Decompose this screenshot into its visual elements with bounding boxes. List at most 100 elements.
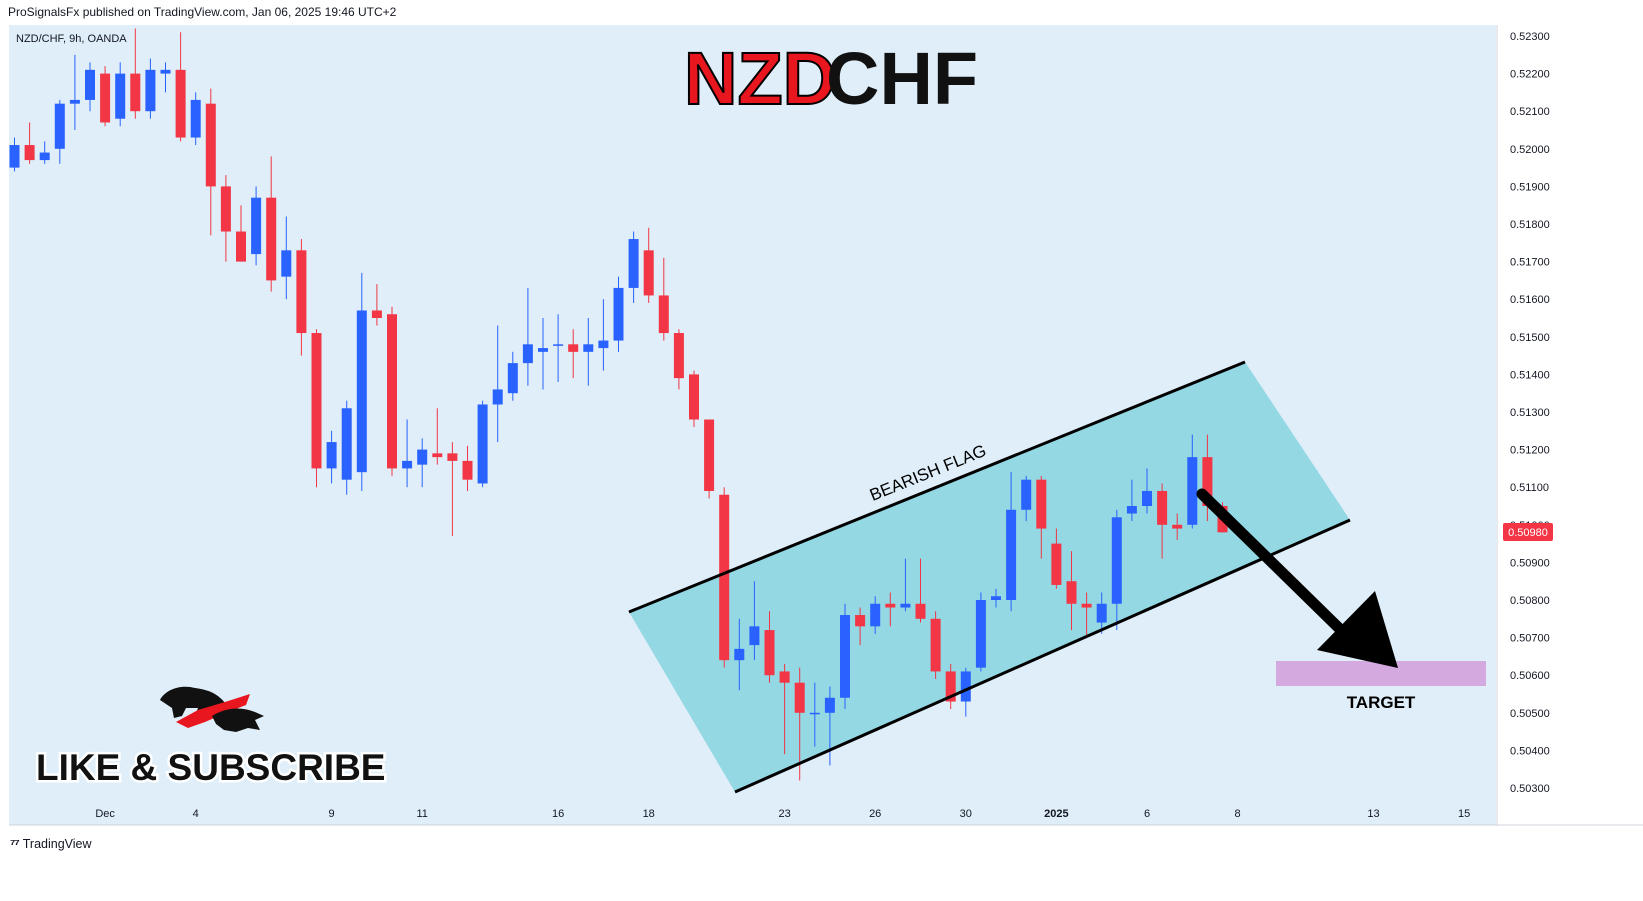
- time-tick-label: 23: [778, 808, 790, 820]
- time-tick-label: Dec: [95, 808, 115, 820]
- candle-body: [160, 69, 171, 74]
- candle-body: [190, 99, 201, 138]
- candle-body: [1187, 457, 1198, 525]
- candle-body: [538, 348, 548, 352]
- price-tick-label: 0.51400: [1510, 369, 1550, 381]
- time-tick-label: 15: [1458, 808, 1470, 820]
- price-tick-label: 0.50700: [1510, 633, 1550, 645]
- price-axis[interactable]: 0.52300 0.52200 0.52100 0.52000 0.51900 0.518…: [1510, 31, 1550, 795]
- time-tick-label: 26: [869, 808, 881, 820]
- price-tick-label: 0.50800: [1510, 595, 1550, 607]
- candle-body: [9, 145, 20, 168]
- time-tick-label: 16: [552, 808, 564, 820]
- candle-body: [236, 231, 246, 262]
- candle-body: [145, 69, 156, 112]
- candle-body: [1081, 603, 1092, 608]
- candle-body: [930, 618, 941, 672]
- candle-body: [704, 419, 715, 491]
- channel-upper-line: [628, 360, 1246, 614]
- candle-body: [417, 449, 428, 465]
- candle-body: [749, 626, 760, 646]
- candle-body: [477, 404, 488, 484]
- candle-body: [855, 615, 866, 627]
- price-tick-label: 0.51900: [1510, 181, 1550, 193]
- candle-body: [281, 250, 292, 277]
- candle-body: [779, 671, 790, 683]
- candle-body: [1111, 517, 1122, 604]
- candle-body: [1126, 506, 1137, 514]
- time-tick-label: 6: [1144, 808, 1150, 820]
- candle-body: [1036, 479, 1047, 529]
- time-tick-label: 8: [1235, 808, 1241, 820]
- price-tick-label: 0.51600: [1510, 294, 1550, 306]
- candle-body: [870, 603, 881, 627]
- candle-body: [1051, 543, 1062, 585]
- candle-body: [553, 344, 564, 346]
- candle-body: [115, 73, 126, 119]
- candle-body: [643, 250, 654, 296]
- channel-lower-line: [734, 518, 1351, 794]
- candle-body: [251, 197, 262, 255]
- candle-body: [447, 453, 458, 461]
- candle-body: [507, 363, 518, 394]
- candle-body: [1021, 479, 1032, 510]
- candle-body: [175, 69, 186, 138]
- time-tick-label: 9: [329, 808, 335, 820]
- tradingview-footer[interactable]: ⁷⁷ TradingView: [10, 836, 92, 851]
- time-tick-label: 2025: [1044, 808, 1068, 820]
- candle-body: [673, 333, 684, 379]
- last-price-tag-bg: [1503, 523, 1553, 541]
- bearish-flag-channel: [629, 362, 1350, 792]
- candle-body: [266, 197, 277, 281]
- price-tick-label: 0.52000: [1510, 144, 1550, 156]
- price-tick-label: 0.50500: [1510, 708, 1550, 720]
- price-tick-label: 0.51100: [1510, 482, 1549, 494]
- time-tick-label: 30: [960, 808, 972, 820]
- time-axis[interactable]: Dec 4 9 11 16 18 23 26 30 2025 6 8 13 15: [95, 808, 1470, 820]
- candle-body: [1142, 490, 1152, 506]
- candle-body: [975, 600, 986, 668]
- candle-body: [387, 314, 397, 469]
- candle-body: [522, 344, 533, 364]
- forecast-arrow-shaft: [1196, 488, 1351, 640]
- candle-body: [960, 671, 971, 702]
- candle-body: [341, 408, 352, 480]
- candle-body: [371, 310, 382, 318]
- publisher-line: ProSignalsFx published on TradingView.co…: [8, 5, 397, 19]
- candle-body: [326, 442, 337, 469]
- candle-body: [85, 69, 95, 100]
- candle-body: [568, 344, 579, 352]
- candle-body: [69, 99, 80, 104]
- candle-body: [311, 333, 322, 469]
- candle-body: [462, 460, 473, 480]
- candle-body: [1157, 490, 1168, 525]
- symbol-info: NZD/CHF, 9h, OANDA: [16, 33, 127, 45]
- candle-body: [205, 103, 216, 187]
- candle-body: [24, 145, 35, 161]
- price-tick-label: 0.50600: [1510, 670, 1550, 682]
- candle-body: [1172, 524, 1183, 529]
- price-tick-label: 0.51200: [1510, 445, 1550, 457]
- candle-body: [220, 186, 231, 232]
- candle-body: [432, 453, 443, 458]
- candle-body: [296, 250, 307, 334]
- time-tick-label: 4: [193, 808, 199, 820]
- promo-text: LIKE & SUBSCRIBE: [36, 747, 385, 788]
- price-tick-label: 0.50300: [1510, 783, 1550, 795]
- candle-body: [900, 603, 911, 608]
- price-tick-label: 0.51700: [1510, 257, 1550, 269]
- tradingview-logo-icon: ⁷⁷: [10, 836, 20, 851]
- target-zone: [1276, 661, 1486, 686]
- candle-body: [719, 494, 730, 661]
- candle-body: [885, 603, 896, 608]
- price-tick-label: 0.50400: [1510, 745, 1550, 757]
- candle-body: [39, 152, 50, 161]
- title-chf: CHF: [826, 37, 978, 120]
- price-tick-label: 0.52100: [1510, 106, 1550, 118]
- candle-body: [945, 671, 956, 702]
- candle-body: [613, 287, 624, 341]
- candle-body: [764, 630, 775, 676]
- candle-body: [809, 712, 820, 715]
- price-tick-label: 0.52300: [1510, 31, 1550, 43]
